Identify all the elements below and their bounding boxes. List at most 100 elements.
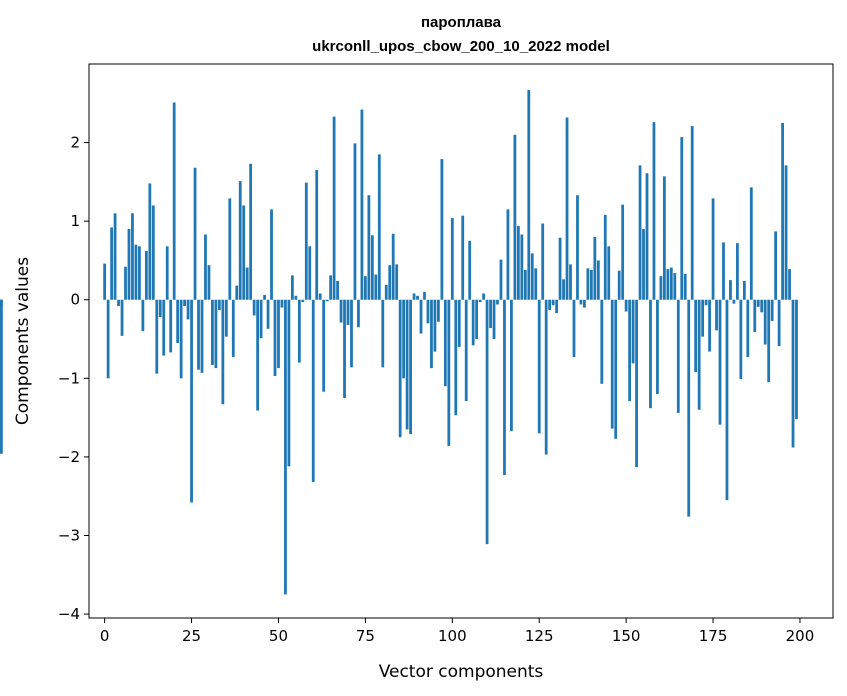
bar-84 [395, 264, 399, 300]
bar-75 [364, 276, 367, 300]
bar-108 [478, 299, 482, 303]
bar-134 [569, 264, 572, 300]
bar-151 [628, 299, 632, 402]
bar-193 [774, 231, 778, 300]
bar-1 [106, 299, 110, 379]
bar-66 [332, 116, 336, 300]
bar-152 [631, 299, 635, 364]
bar-59 [308, 246, 312, 300]
bar-130 [555, 299, 558, 314]
bar-6 [124, 266, 127, 300]
bar-171 [697, 299, 701, 410]
bar-104 [464, 299, 468, 402]
bar-94 [430, 299, 433, 369]
bar-undefined [0, 299, 3, 306]
bar-125 [537, 299, 541, 434]
bar-23 [183, 299, 186, 307]
bar-88 [409, 299, 412, 435]
x-tick-label: 75 [356, 627, 375, 645]
bar-197 [788, 269, 791, 300]
bar-9 [134, 244, 138, 300]
x-tick-label: 125 [525, 627, 554, 645]
bar-101 [454, 299, 458, 416]
bar-47 [266, 299, 270, 329]
bar-76 [367, 195, 371, 300]
bar-127 [544, 299, 548, 455]
x-tick-label: 25 [182, 627, 201, 645]
bar-28 [200, 299, 204, 373]
bar-24 [186, 299, 190, 320]
y-tick-label: 0 [70, 291, 80, 309]
bar-150 [624, 299, 628, 312]
bar-147 [614, 299, 618, 439]
bar-158 [652, 122, 656, 300]
bar-37 [231, 299, 235, 358]
bar-4 [117, 299, 120, 307]
y-tick-label: −1 [58, 369, 80, 387]
bar-8 [131, 213, 134, 300]
bar-145 [607, 246, 611, 300]
bar-136 [576, 195, 579, 300]
bar-148 [617, 270, 621, 300]
bar-119 [516, 225, 520, 300]
y-tick-label: −3 [58, 526, 80, 544]
chart-title: пароплава [421, 14, 502, 31]
bar-142 [596, 260, 600, 300]
bar-79 [377, 154, 381, 300]
bar-undefined [0, 299, 3, 454]
bar-122 [527, 89, 531, 300]
y-tick-label: 1 [70, 212, 80, 230]
bar-174 [708, 299, 711, 352]
bar-68 [339, 299, 343, 323]
bar-69 [343, 299, 346, 398]
bar-39 [238, 181, 242, 300]
bar-95 [433, 299, 437, 352]
bar-87 [405, 299, 409, 430]
bar-48 [270, 209, 273, 300]
bar-196 [784, 165, 788, 300]
bar-21 [176, 299, 180, 343]
bar-46 [263, 295, 266, 300]
bar-124 [534, 268, 538, 300]
bar-169 [690, 126, 694, 300]
bar-99 [447, 299, 451, 446]
bar-51 [280, 299, 284, 308]
bar-54 [290, 275, 294, 300]
bar-33 [217, 299, 221, 310]
x-tick-label: 0 [100, 627, 110, 645]
bar-80 [381, 299, 385, 368]
bar-175 [711, 198, 715, 300]
bar-14 [151, 205, 155, 300]
bar-153 [635, 299, 638, 468]
bar-120 [520, 234, 524, 300]
x-tick-label: 100 [438, 627, 467, 645]
bar-162 [666, 269, 670, 300]
bar-112 [492, 299, 496, 340]
bar-60 [311, 299, 315, 483]
bar-194 [777, 299, 781, 347]
bar-172 [701, 299, 705, 337]
bar-185 [746, 299, 750, 358]
bar-165 [676, 299, 680, 413]
bar-146 [610, 299, 614, 429]
bar-89 [412, 293, 416, 300]
bar-20 [172, 102, 176, 300]
bar-92 [423, 291, 426, 300]
bar-140 [589, 269, 593, 300]
bar-110 [485, 299, 489, 545]
bar-98 [443, 299, 447, 387]
bar-180 [729, 280, 732, 300]
x-tick-label: 200 [786, 627, 815, 645]
bar-138 [583, 299, 586, 308]
x-tick-label: 175 [699, 627, 728, 645]
plot-frame [88, 63, 834, 619]
bar-186 [749, 187, 753, 300]
bar-2 [110, 227, 113, 300]
bar-91 [419, 299, 423, 334]
bar-141 [593, 236, 597, 300]
bar-114 [499, 259, 503, 300]
bar-34 [221, 299, 225, 405]
bar-19 [169, 299, 173, 353]
bar-25 [190, 299, 193, 503]
